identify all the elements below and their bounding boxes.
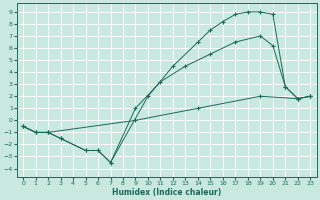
X-axis label: Humidex (Indice chaleur): Humidex (Indice chaleur)	[112, 188, 221, 197]
